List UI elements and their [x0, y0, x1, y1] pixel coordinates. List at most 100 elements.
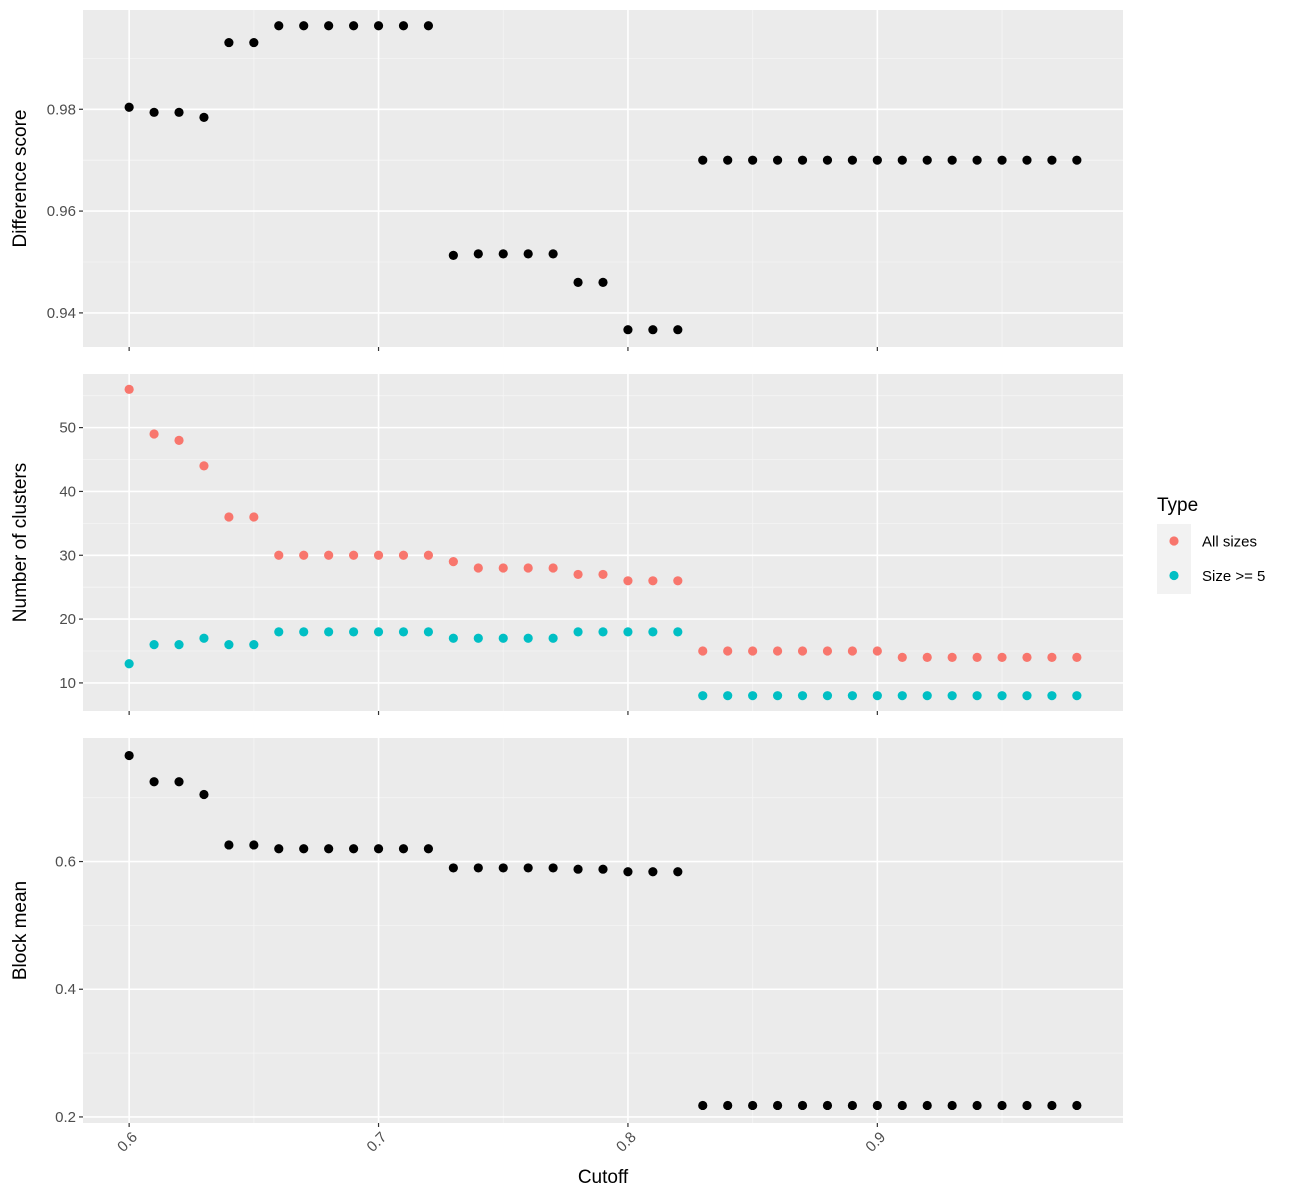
data-point: [797, 1100, 808, 1111]
data-point: [124, 750, 134, 761]
data-point: [822, 1100, 833, 1111]
data-point: [348, 21, 359, 31]
data-point: [922, 652, 932, 662]
data-point: [373, 627, 384, 637]
data-point: [723, 691, 733, 701]
data-point: [423, 550, 434, 560]
data-point: [199, 461, 209, 471]
x-axis-title: Cutoff: [578, 1167, 629, 1188]
data-point: [274, 627, 284, 637]
data-point: [348, 844, 359, 854]
data-point: [373, 844, 384, 854]
data-point: [922, 691, 932, 701]
x-tick-label: 0.7: [364, 1129, 391, 1156]
y-tick-label: 0.4: [55, 981, 76, 998]
data-point: [473, 249, 483, 259]
data-point: [598, 627, 608, 637]
data-point: [174, 435, 184, 445]
data-point: [972, 155, 982, 165]
data-point: [673, 576, 683, 586]
data-point: [972, 652, 982, 662]
data-point: [673, 627, 683, 637]
data-point: [299, 627, 309, 637]
data-point: [623, 627, 633, 637]
data-point: [897, 155, 907, 165]
legend-key-1: [1169, 536, 1179, 546]
data-point: [498, 249, 508, 259]
data-point: [1022, 691, 1032, 701]
data-point: [772, 155, 783, 165]
data-point: [348, 550, 359, 560]
data-point: [997, 652, 1007, 662]
panels: 0.94 0.96 0.98 Difference score 10 20 30 40 50 Nu…: [10, 10, 1123, 1156]
data-point: [299, 21, 309, 31]
data-point: [997, 1100, 1007, 1111]
data-point: [598, 277, 608, 287]
data-point: [748, 691, 758, 701]
data-point: [797, 155, 808, 165]
data-point: [473, 633, 483, 643]
legend-label-1: All sizes: [1202, 534, 1257, 551]
data-point: [997, 691, 1007, 701]
data-point: [324, 21, 334, 31]
data-point: [847, 646, 858, 656]
data-point: [723, 155, 733, 165]
data-point: [274, 550, 284, 560]
data-point: [698, 691, 708, 701]
series-1: [124, 21, 1082, 335]
data-point: [922, 155, 932, 165]
data-point: [772, 1100, 783, 1111]
panel-background: [83, 738, 1123, 1123]
y-tick-label: 0.94: [47, 305, 76, 322]
data-point: [1072, 1100, 1082, 1111]
data-point: [498, 863, 508, 873]
data-point: [573, 569, 583, 580]
data-point: [473, 863, 483, 873]
data-point: [174, 107, 184, 117]
y-tick-label: 0.98: [47, 101, 76, 118]
x-tick-label: 0.8: [613, 1129, 640, 1156]
series-2: [124, 627, 1082, 701]
data-point: [423, 21, 434, 31]
data-point: [723, 646, 733, 656]
data-point: [149, 777, 159, 787]
data-point: [822, 646, 833, 656]
data-point: [398, 550, 409, 560]
data-point: [648, 867, 658, 877]
data-point: [947, 652, 957, 662]
data-point: [947, 155, 957, 165]
data-point: [748, 155, 758, 165]
data-point: [872, 155, 882, 165]
data-point: [224, 640, 234, 650]
y-tick-label: 0.6: [55, 854, 76, 871]
y-tick-label: 0.96: [47, 203, 76, 220]
data-point: [174, 640, 184, 650]
data-point: [373, 550, 384, 560]
data-point: [274, 21, 284, 31]
y-tick-label: 40: [59, 483, 76, 500]
data-point: [373, 21, 384, 31]
data-point: [947, 1100, 957, 1111]
data-point: [1022, 1100, 1032, 1111]
data-point: [324, 550, 334, 560]
data-point: [947, 691, 957, 701]
data-point: [498, 633, 508, 643]
data-point: [897, 691, 907, 701]
y-tick-label: 50: [59, 420, 76, 437]
data-point: [149, 429, 159, 439]
data-point: [1047, 652, 1057, 662]
data-point: [673, 325, 683, 335]
data-point: [174, 777, 184, 787]
data-point: [797, 646, 808, 656]
data-point: [498, 563, 508, 573]
y-axis-title: Block mean: [10, 881, 31, 980]
data-point: [972, 691, 982, 701]
data-point: [1047, 155, 1057, 165]
data-point: [922, 1100, 932, 1111]
data-point: [1022, 652, 1032, 662]
legend-key-background: [1157, 524, 1191, 594]
data-point: [523, 863, 533, 873]
data-point: [398, 627, 409, 637]
data-point: [847, 1100, 858, 1111]
data-point: [648, 325, 658, 335]
